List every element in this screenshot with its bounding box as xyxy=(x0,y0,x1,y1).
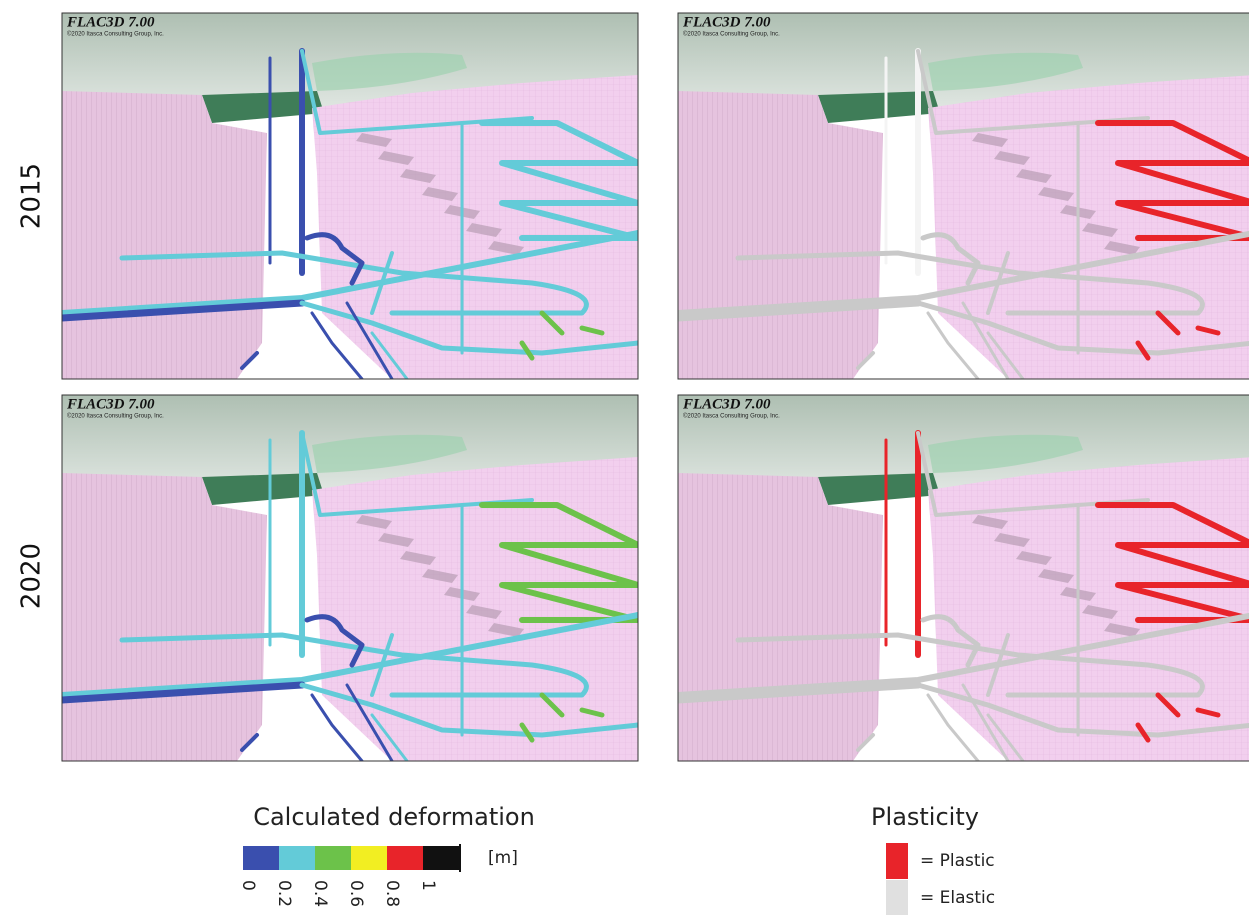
software-label: FLAC3D 7.00 xyxy=(66,396,155,412)
colorbar-tick: 0.2 xyxy=(274,880,294,907)
colorbar-segment xyxy=(315,846,351,870)
colorbar-segment xyxy=(243,846,279,870)
software-label: FLAC3D 7.00 xyxy=(682,396,771,412)
legend-label: = Plastic xyxy=(920,851,995,871)
legend-swatch xyxy=(886,843,908,879)
scene xyxy=(678,13,1249,379)
software-label: FLAC3D 7.00 xyxy=(682,14,771,30)
rock-left xyxy=(678,473,883,761)
copyright: ©2020 Itasca Consulting Group, Inc. xyxy=(683,413,780,420)
rock-left xyxy=(62,91,267,379)
legend-title: Plasticity xyxy=(871,803,979,831)
scene xyxy=(62,13,638,379)
colorbar-tick: 0.6 xyxy=(346,880,366,907)
legend-swatch xyxy=(886,880,908,915)
rock-left xyxy=(678,91,883,379)
panel: FLAC3D 7.00©2020 Itasca Consulting Group… xyxy=(62,13,638,379)
panels: FLAC3D 7.00©2020 Itasca Consulting Group… xyxy=(62,13,1249,761)
copyright: ©2020 Itasca Consulting Group, Inc. xyxy=(683,31,780,38)
software-label: FLAC3D 7.00 xyxy=(66,14,155,30)
colorbar-segment xyxy=(279,846,315,870)
scene xyxy=(62,395,638,761)
colorbar-segment xyxy=(387,846,423,870)
panel: FLAC3D 7.00©2020 Itasca Consulting Group… xyxy=(678,395,1249,761)
legend-label: = Elastic xyxy=(920,888,995,908)
figure: 2015 2020 Calculated deformation [m] 0 0.… xyxy=(0,0,1249,915)
row-label: 2020 xyxy=(17,543,47,609)
colorbar-segment xyxy=(351,846,387,870)
row-label: 2015 xyxy=(17,163,47,229)
legend-title: Calculated deformation xyxy=(253,803,535,831)
colorbar-tick: 0 xyxy=(238,880,258,891)
scene xyxy=(678,395,1249,761)
colorbar-tick: 0.8 xyxy=(382,880,402,907)
panel: FLAC3D 7.00©2020 Itasca Consulting Group… xyxy=(62,395,638,761)
panel: FLAC3D 7.00©2020 Itasca Consulting Group… xyxy=(678,13,1249,379)
legend-unit: [m] xyxy=(488,848,518,868)
plasticity-legend: = Plastic = Elastic xyxy=(886,843,995,915)
colorbar-tick: 0.4 xyxy=(310,880,330,907)
copyright: ©2020 Itasca Consulting Group, Inc. xyxy=(67,31,164,38)
colorbar-tick: 1 xyxy=(418,880,438,891)
colorbar: 0 0.2 0.4 0.6 0.8 1 xyxy=(238,844,460,907)
copyright: ©2020 Itasca Consulting Group, Inc. xyxy=(67,413,164,420)
colorbar-segment xyxy=(423,846,459,870)
rock-left xyxy=(62,473,267,761)
